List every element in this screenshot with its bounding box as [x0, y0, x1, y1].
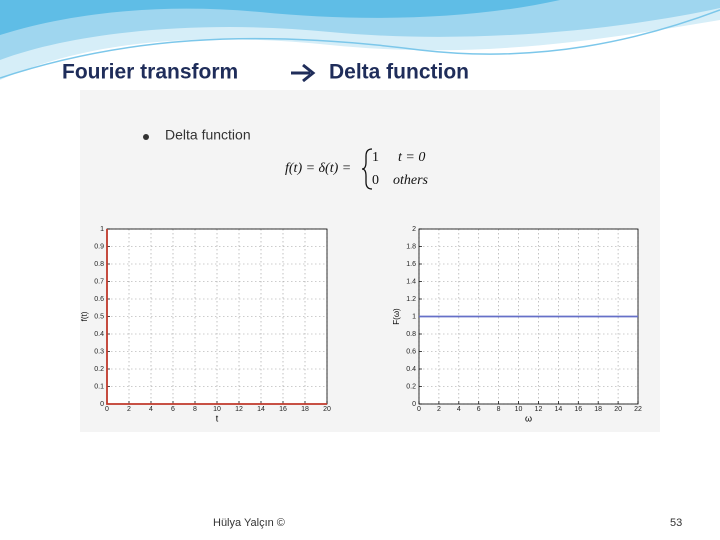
x-tick-label: 6 — [171, 406, 175, 413]
y-tick-label: 0.5 — [94, 313, 104, 320]
bullet-icon — [143, 134, 149, 140]
x-tick-label: 8 — [497, 406, 501, 413]
y-tick-label: 0.3 — [94, 348, 104, 355]
y-tick-label: 0.1 — [94, 383, 104, 390]
equation-value: 1 — [372, 150, 379, 165]
equation-condition: t = 0 — [398, 150, 425, 165]
y-tick-label: 1.2 — [406, 296, 416, 303]
x-tick-label: 6 — [477, 406, 481, 413]
x-tick-label: 10 — [213, 406, 221, 413]
y-tick-label: 1 — [412, 313, 416, 320]
y-tick-label: 0.4 — [406, 366, 416, 373]
x-tick-label: 16 — [574, 406, 582, 413]
x-tick-label: 8 — [193, 406, 197, 413]
x-tick-label: 12 — [535, 406, 543, 413]
y-tick-label: 0 — [412, 401, 416, 408]
x-tick-label: 14 — [257, 406, 265, 413]
title: Fourier transform — [62, 61, 238, 84]
x-tick-label: 2 — [127, 406, 131, 413]
x-tick-label: 14 — [554, 406, 562, 413]
arrow-icon — [291, 63, 316, 83]
y-axis-label: f(t) — [80, 311, 89, 321]
x-tick-label: 20 — [323, 406, 331, 413]
x-tick-label: 12 — [235, 406, 243, 413]
brace — [361, 148, 373, 190]
decoration — [0, 0, 720, 60]
y-tick-label: 0.2 — [94, 366, 104, 373]
y-tick-label: 1.8 — [406, 243, 416, 250]
x-tick-label: 0 — [417, 406, 421, 413]
y-tick-label: 2 — [412, 226, 416, 233]
x-tick-label: 10 — [515, 406, 523, 413]
y-tick-label: 1 — [100, 226, 104, 233]
x-tick-label: 4 — [149, 406, 153, 413]
equation-condition: others — [393, 173, 429, 188]
equation-lhs: f(t) = δ(t) = — [285, 161, 351, 176]
y-tick-label: 0.6 — [406, 348, 416, 355]
footer-author: Hülya Yalçın © — [213, 517, 285, 529]
y-tick-label: 1.4 — [406, 278, 416, 285]
y-tick-label: 0.4 — [94, 331, 104, 338]
y-tick-label: 0.8 — [94, 261, 104, 268]
bullet-text: Delta function — [165, 127, 251, 143]
y-axis-label: F(ω) — [392, 308, 401, 325]
series-line — [106, 229, 327, 405]
x-tick-label: 20 — [614, 406, 622, 413]
x-tick-label: 16 — [279, 406, 287, 413]
x-tick-label: 0 — [105, 406, 109, 413]
x-axis-label: t — [216, 413, 219, 423]
x-axis-label: ω — [525, 413, 532, 423]
y-tick-label: 0.6 — [94, 296, 104, 303]
y-tick-label: 0 — [100, 401, 104, 408]
x-tick-label: 18 — [594, 406, 602, 413]
decoration — [0, 9, 720, 79]
y-tick-label: 1.6 — [406, 261, 416, 268]
x-tick-label: 4 — [457, 406, 461, 413]
equation-value: 0 — [372, 173, 379, 188]
y-tick-label: 0.8 — [406, 331, 416, 338]
title: Delta function — [329, 61, 469, 84]
x-tick-label: 2 — [437, 406, 441, 413]
x-tick-label: 22 — [634, 406, 642, 413]
y-tick-label: 0.9 — [94, 243, 104, 250]
page-number: 53 — [670, 517, 682, 529]
y-tick-label: 0.7 — [94, 278, 104, 285]
decoration — [0, 0, 560, 35]
y-tick-label: 0.2 — [406, 383, 416, 390]
x-tick-label: 18 — [301, 406, 309, 413]
